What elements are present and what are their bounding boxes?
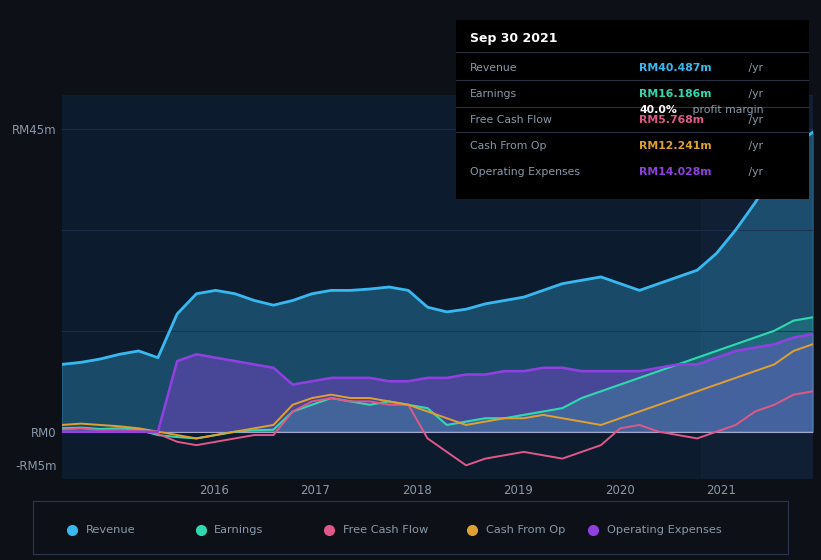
Text: Operating Expenses: Operating Expenses [607,525,722,535]
Text: RM14.028m: RM14.028m [640,167,712,177]
Text: /yr: /yr [745,115,764,125]
Text: Cash From Op: Cash From Op [470,141,546,151]
Text: Free Cash Flow: Free Cash Flow [470,115,552,125]
Text: RM40.487m: RM40.487m [640,63,712,73]
Text: Cash From Op: Cash From Op [486,525,566,535]
Text: Sep 30 2021: Sep 30 2021 [470,32,557,45]
Text: RM5.768m: RM5.768m [640,115,704,125]
Text: /yr: /yr [745,63,764,73]
Text: /yr: /yr [745,89,764,99]
Text: /yr: /yr [745,167,764,177]
Text: RM16.186m: RM16.186m [640,89,712,99]
Text: Earnings: Earnings [470,89,517,99]
Text: Revenue: Revenue [470,63,517,73]
Text: 40.0%: 40.0% [640,105,677,115]
Text: Revenue: Revenue [85,525,135,535]
Text: Operating Expenses: Operating Expenses [470,167,580,177]
Text: Earnings: Earnings [214,525,264,535]
Text: profit margin: profit margin [689,105,764,115]
Bar [701,95,813,479]
Text: Free Cash Flow: Free Cash Flow [342,525,428,535]
Text: /yr: /yr [745,141,764,151]
Text: RM12.241m: RM12.241m [640,141,712,151]
